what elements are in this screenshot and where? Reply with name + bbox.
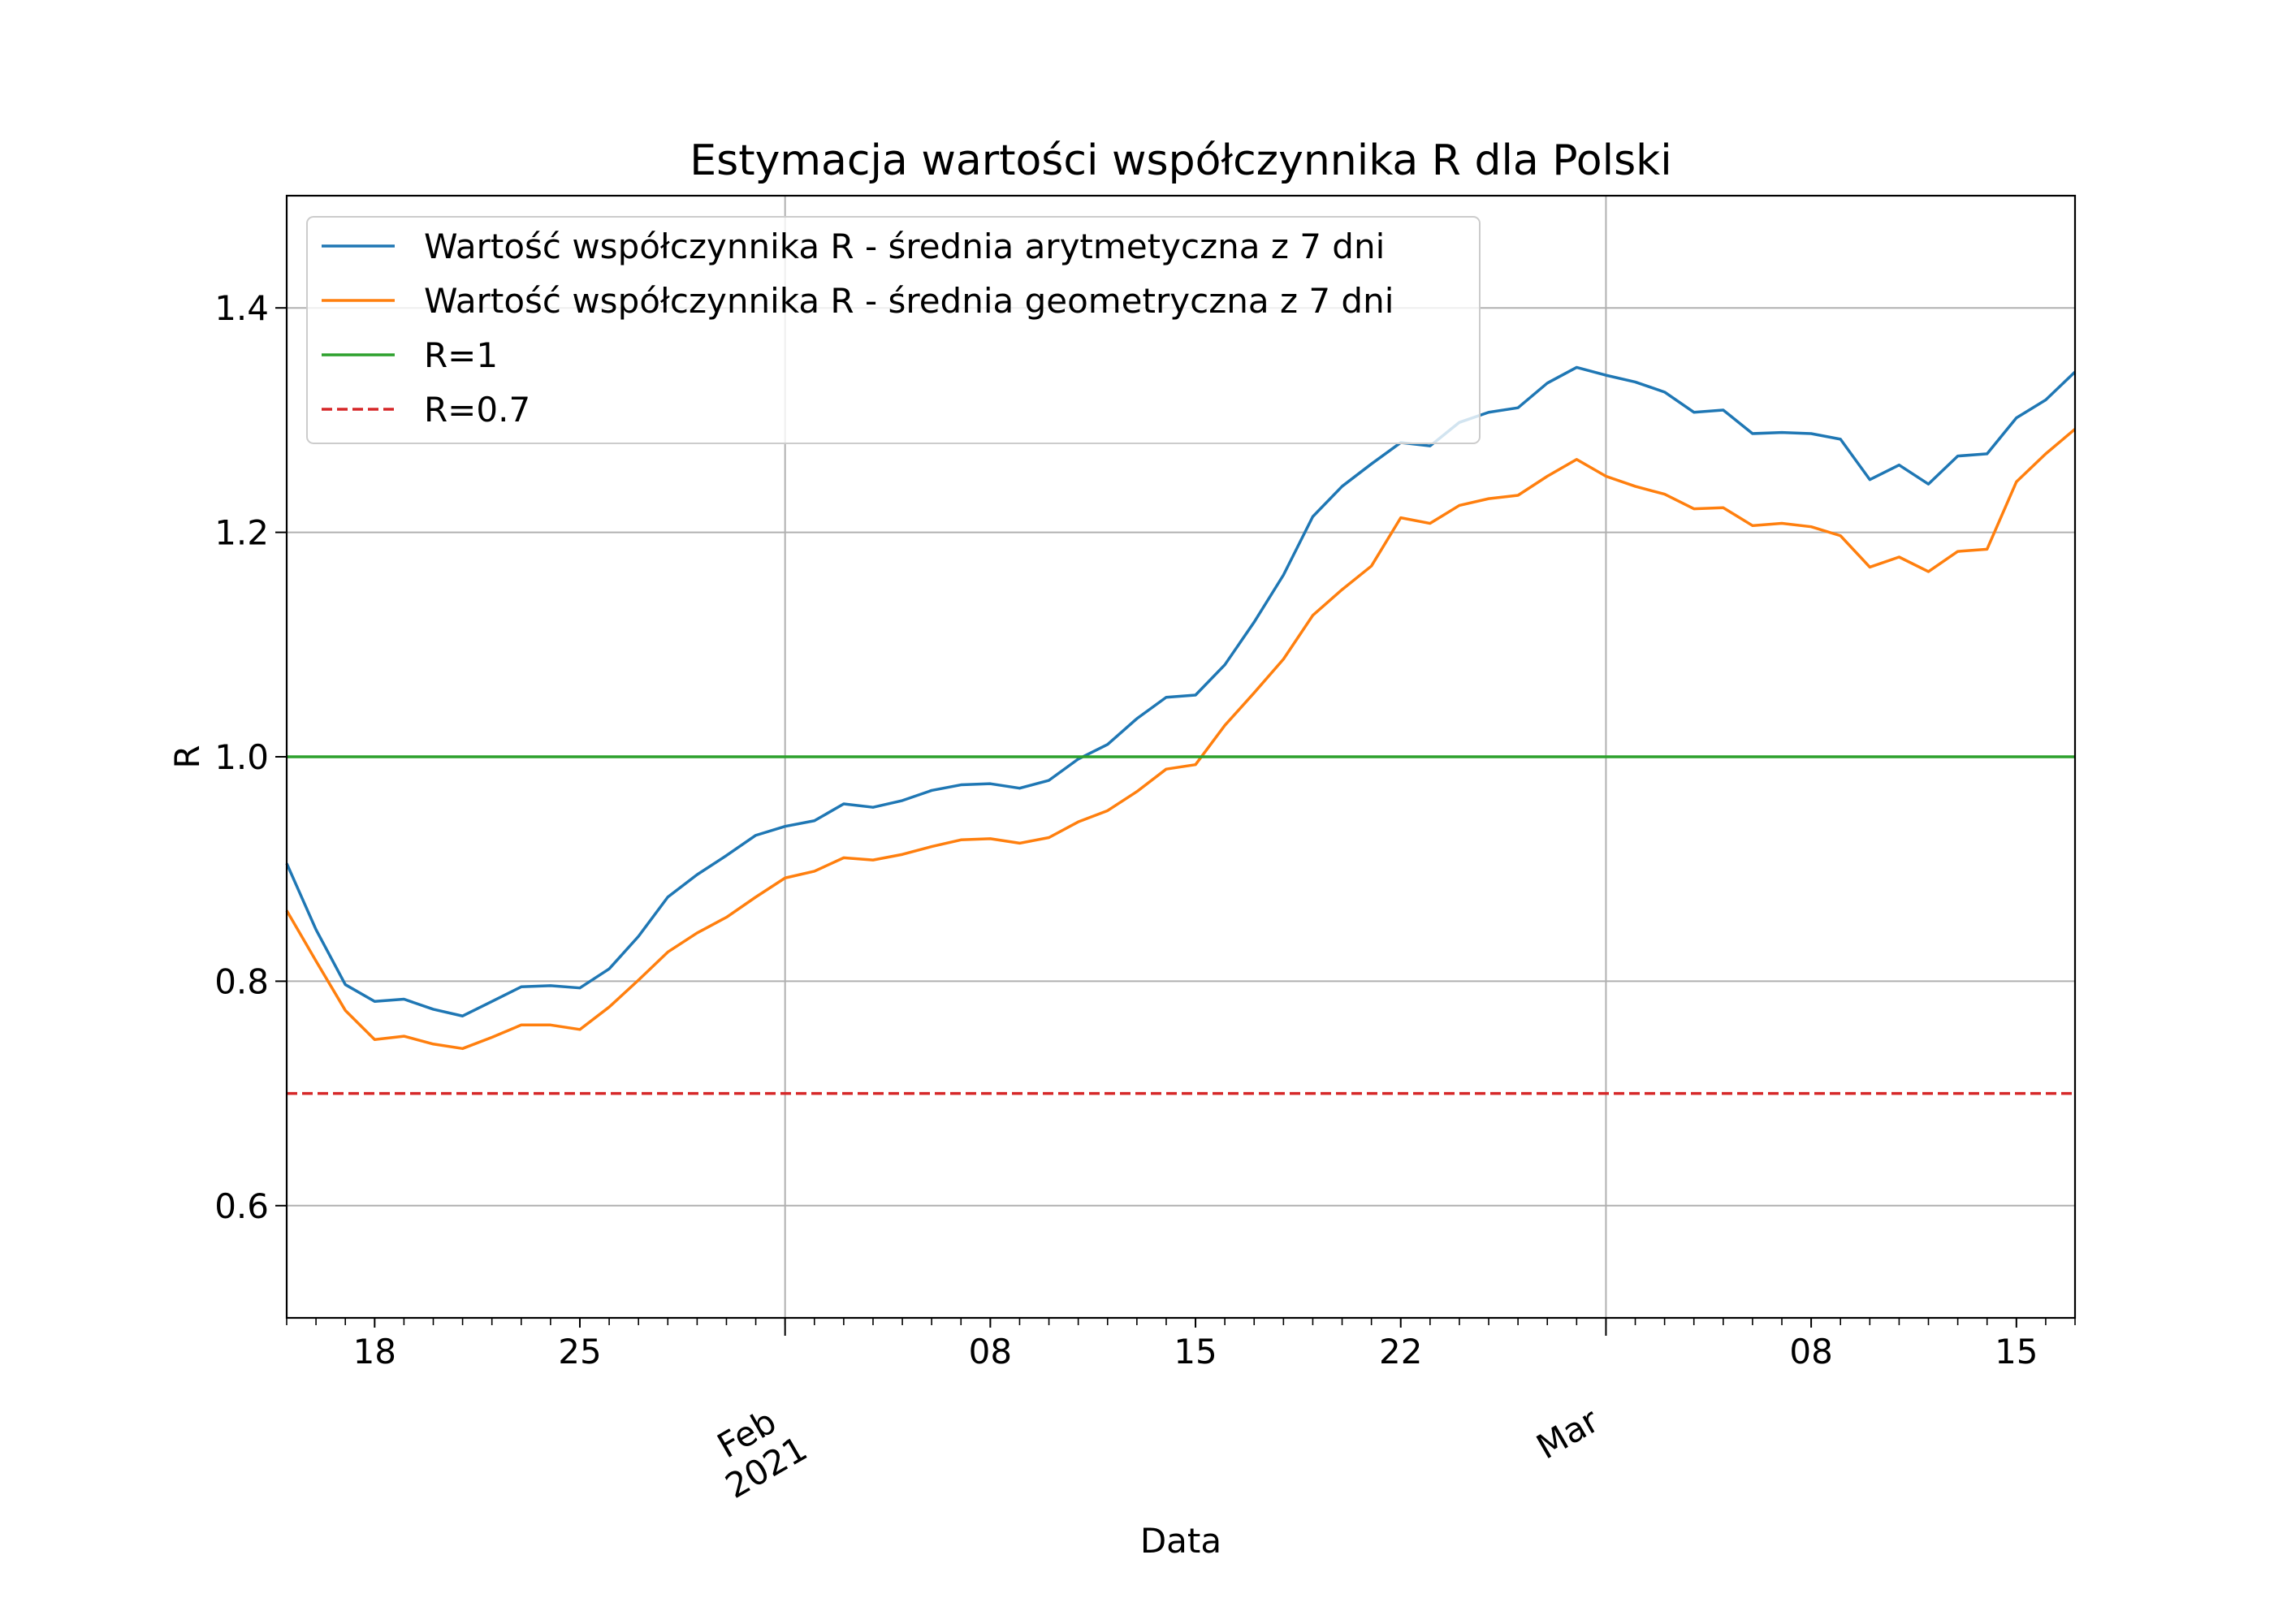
y-tick-label: 1.0 [214, 737, 269, 777]
x-tick-label: 08 [969, 1332, 1012, 1371]
x-tick-label: 22 [1379, 1332, 1422, 1371]
y-tick-label: 1.2 [214, 513, 269, 553]
x-tick-label: 08 [1789, 1332, 1832, 1371]
series-layer [285, 365, 2077, 1095]
legend-label-2: R=1 [424, 335, 498, 375]
series-1-line [285, 428, 2077, 1051]
plot-frame [285, 194, 2077, 1320]
legend-box [306, 216, 1481, 444]
legend-label-0: Wartość współczynnika R - średnia arytme… [424, 227, 1385, 266]
y-tick-label: 0.6 [214, 1186, 269, 1226]
y-tick-label: 1.4 [214, 288, 269, 328]
legend-label-3: R=0.7 [424, 390, 530, 430]
chart-title: Estymacja wartości współczynnika R dla P… [690, 136, 1671, 185]
y-tick-label: 0.8 [214, 961, 269, 1001]
x-tick-label: 15 [1174, 1332, 1217, 1371]
x-tick-label: 25 [558, 1332, 601, 1371]
series-0-line [285, 365, 2077, 1017]
legend-label-1: Wartość współczynnika R - średnia geomet… [424, 281, 1394, 321]
x-axis-label: Data [1140, 1521, 1221, 1561]
y-axis-label: R [167, 745, 207, 768]
legend: Wartość współczynnika R - średnia arytme… [306, 216, 1481, 444]
x-tick-label: 18 [353, 1332, 396, 1371]
x-tick-label: 15 [1995, 1332, 2038, 1371]
